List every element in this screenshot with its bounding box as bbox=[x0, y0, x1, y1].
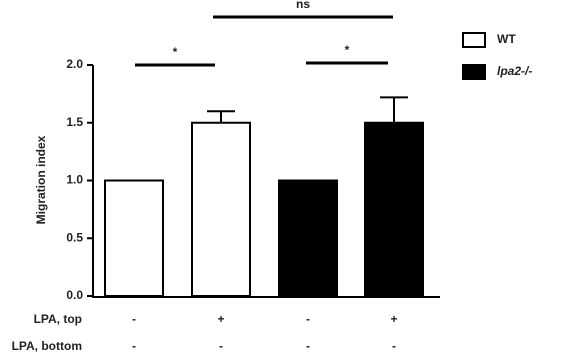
significance-label: ns bbox=[296, 0, 310, 11]
y-axis-label: Migration index bbox=[34, 135, 48, 224]
condition-value: - bbox=[306, 339, 310, 353]
significance-label: * bbox=[173, 45, 178, 59]
bar bbox=[104, 179, 164, 297]
condition-value: - bbox=[392, 339, 396, 353]
condition-value: + bbox=[390, 312, 397, 326]
condition-value: - bbox=[219, 339, 223, 353]
y-tick-label: 2.0 bbox=[66, 57, 83, 71]
y-tick-label: 1.5 bbox=[66, 115, 83, 129]
bar bbox=[191, 121, 251, 297]
y-tick-label: 1.0 bbox=[66, 173, 83, 187]
error-bar bbox=[207, 110, 235, 123]
condition-value: + bbox=[217, 312, 224, 326]
legend-label: lpa2-/- bbox=[497, 64, 532, 78]
condition-value: - bbox=[306, 312, 310, 326]
condition-label: LPA, bottom bbox=[12, 339, 82, 353]
error-bar bbox=[380, 96, 408, 123]
legend-label: WT bbox=[497, 32, 516, 46]
y-tick-label: 0.5 bbox=[66, 230, 83, 244]
bar bbox=[364, 121, 424, 297]
condition-label: LPA, top bbox=[34, 312, 82, 326]
condition-value: - bbox=[132, 339, 136, 353]
condition-value: - bbox=[132, 312, 136, 326]
legend-swatch bbox=[462, 64, 486, 80]
significance-label: * bbox=[345, 43, 350, 57]
y-tick-label: 0.0 bbox=[66, 288, 83, 302]
bar bbox=[278, 179, 338, 297]
legend-swatch bbox=[462, 32, 486, 48]
